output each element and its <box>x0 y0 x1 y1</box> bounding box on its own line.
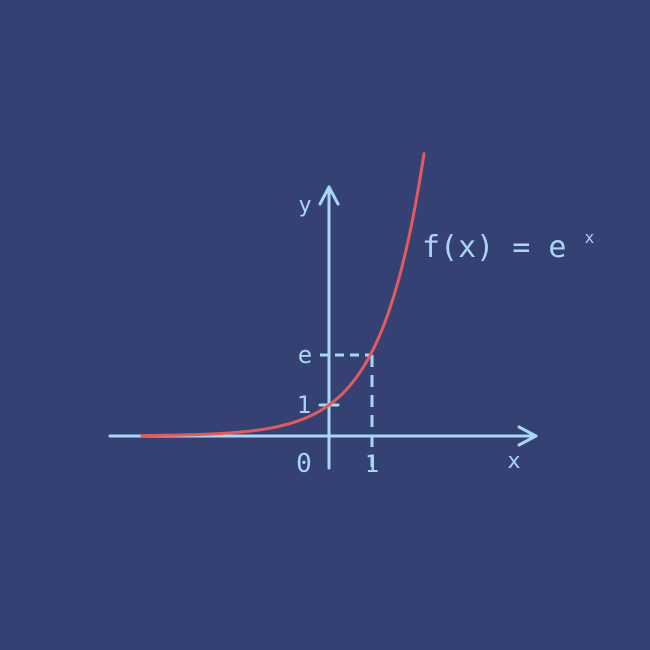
y-axis-label: y <box>298 193 311 218</box>
x-axis-label: x <box>507 449 520 474</box>
exponential-curve <box>140 152 426 438</box>
x-axis-arrowhead <box>517 425 538 447</box>
y-axis-arrowhead <box>318 185 340 206</box>
x-tick-one-label: 1 <box>365 450 379 478</box>
y-tick-one-label: 1 <box>297 391 311 419</box>
origin-label: 0 <box>296 449 312 479</box>
function-formula: f(x) = e x <box>422 228 595 265</box>
function-exponent: x <box>585 228 595 247</box>
function-name: f(x) = e <box>422 230 567 265</box>
y-tick-e-label: e <box>298 341 312 369</box>
